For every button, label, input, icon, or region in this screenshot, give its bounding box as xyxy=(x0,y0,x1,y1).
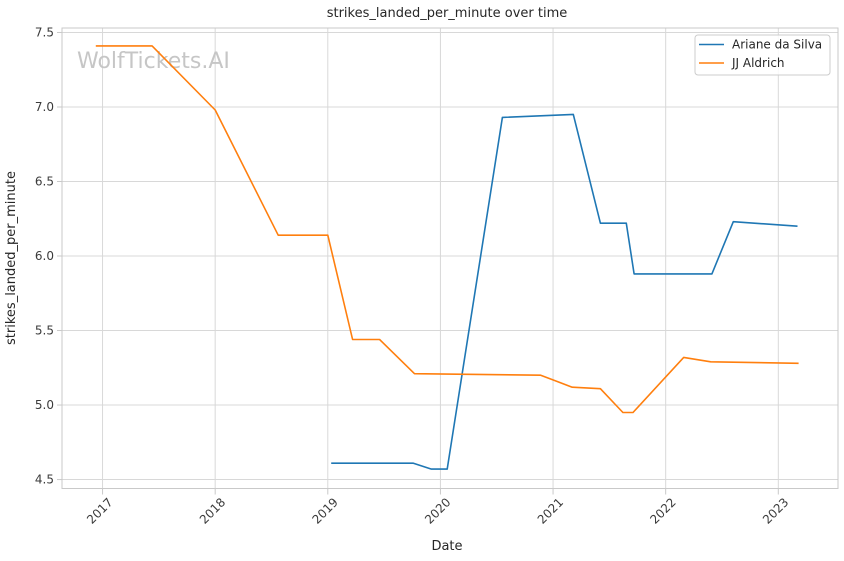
series-line-ariane-da-silva xyxy=(331,113,798,470)
tick-layer: 2017 2018 2019 2020 2021 2022 2023 4.5 5.0 5.5 6.0… xyxy=(35,25,792,526)
y-tick-label: 5.0 xyxy=(35,398,54,412)
plot-border xyxy=(61,27,839,489)
y-tick-label: 6.0 xyxy=(35,249,54,263)
watermark-text: WolfTickets.AI xyxy=(77,49,230,74)
x-tick-label: 2019 xyxy=(309,495,340,526)
x-tick-label: 2022 xyxy=(647,495,678,526)
x-tick-label: 2018 xyxy=(197,495,228,526)
x-axis-label: Date xyxy=(431,539,462,554)
y-tick-label: 5.5 xyxy=(35,324,54,338)
y-tick-label: 7.0 xyxy=(35,100,54,114)
y-axis-label: strikes_landed_per_minute xyxy=(4,171,19,345)
y-tick-label: 6.5 xyxy=(35,175,54,189)
legend: Ariane da Silva JJ Aldrich xyxy=(694,34,831,76)
series-layer xyxy=(95,45,799,470)
x-tick-label: 2021 xyxy=(535,495,566,526)
y-tick-label: 4.5 xyxy=(35,473,54,487)
x-tick-label: 2020 xyxy=(422,495,453,526)
x-tick-label: 2017 xyxy=(84,495,115,526)
series-line-jj-aldrich xyxy=(95,45,799,414)
legend-label-ariane: Ariane da Silva xyxy=(732,38,822,52)
chart-title: strikes_landed_per_minute over time xyxy=(327,6,568,21)
legend-label-jj: JJ Aldrich xyxy=(731,56,785,70)
grid-layer xyxy=(62,28,838,489)
x-tick-label: 2023 xyxy=(760,495,791,526)
legend-box xyxy=(694,34,831,76)
y-tick-label: 7.5 xyxy=(35,25,54,39)
